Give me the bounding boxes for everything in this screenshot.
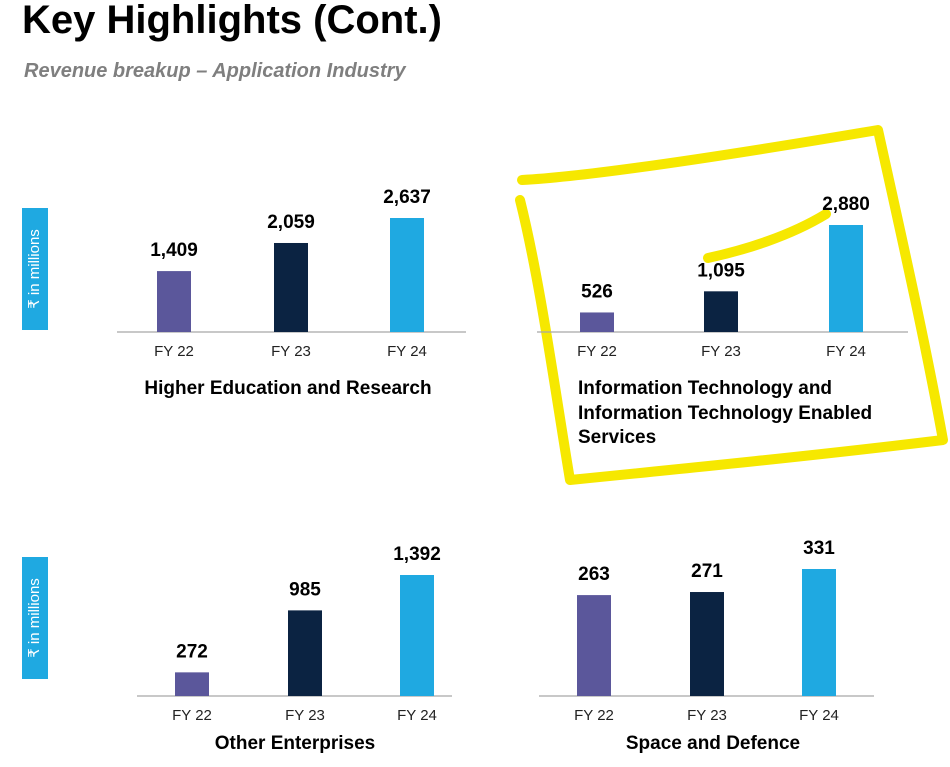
x-tick-label: FY 24 [397, 707, 437, 724]
value-label: 985 [289, 579, 321, 600]
y-axis-label: ₹ in millions [26, 578, 43, 658]
value-label: 526 [581, 281, 613, 302]
value-label: 271 [691, 561, 723, 582]
bar [802, 569, 836, 696]
highlight-scribble [515, 125, 948, 485]
bar [577, 595, 611, 696]
highlight-stroke [703, 209, 831, 263]
bar [829, 225, 863, 332]
slide-subtitle: Revenue breakup – Application Industry [24, 60, 406, 82]
x-tick-label: FY 22 [577, 343, 617, 360]
chart-title: Higher Education and Research [144, 378, 432, 399]
chart-title: Space and Defence [625, 733, 801, 754]
x-tick-label: FY 22 [574, 707, 614, 724]
x-tick-label: FY 22 [154, 343, 194, 360]
bar [704, 291, 738, 332]
value-label: 1,409 [150, 240, 198, 261]
chart-title: Information Technology and Information T… [578, 378, 873, 448]
value-label: 263 [578, 564, 610, 585]
bar [288, 610, 322, 696]
value-label: 331 [803, 538, 835, 559]
bar [400, 575, 434, 696]
value-label: 2,637 [383, 187, 431, 208]
value-label: 2,880 [822, 194, 870, 215]
y-label-box [22, 557, 48, 679]
bar [157, 271, 191, 332]
highlight-box [515, 125, 948, 485]
chart-title: Other Enterprises [214, 733, 376, 754]
bar [175, 672, 209, 696]
x-tick-label: FY 23 [701, 343, 741, 360]
value-label: 272 [176, 641, 208, 662]
y-label-box [22, 208, 48, 330]
x-tick-label: FY 22 [172, 707, 212, 724]
x-tick-label: FY 24 [387, 343, 427, 360]
slide-title: Key Highlights (Cont.) [22, 0, 442, 42]
bar [274, 242, 308, 332]
bar [390, 218, 424, 332]
value-label: 1,392 [393, 544, 441, 565]
x-tick-label: FY 23 [285, 707, 325, 724]
y-axis-label: ₹ in millions [26, 229, 43, 309]
bar [690, 592, 724, 696]
bar [580, 312, 614, 332]
x-tick-label: FY 24 [799, 707, 839, 724]
x-tick-label: FY 23 [687, 707, 727, 724]
x-tick-label: FY 23 [271, 343, 311, 360]
value-label: 2,059 [267, 212, 315, 233]
x-tick-label: FY 24 [826, 343, 866, 360]
value-label: 1,095 [697, 260, 745, 281]
